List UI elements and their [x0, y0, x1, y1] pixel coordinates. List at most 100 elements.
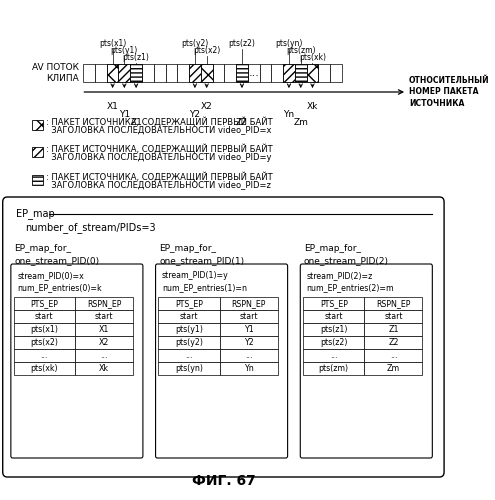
- Text: RSPN_EP: RSPN_EP: [87, 299, 121, 308]
- Text: Zm: Zm: [294, 118, 308, 127]
- Bar: [158, 336, 220, 349]
- FancyBboxPatch shape: [300, 264, 432, 458]
- Text: pts(zm): pts(zm): [286, 46, 315, 55]
- Text: ЗАГОЛОВКА ПОСЛЕДОВАТЕЛЬНОСТИ video_PID=z: ЗАГОЛОВКА ПОСЛЕДОВАТЕЛЬНОСТИ video_PID=z: [46, 180, 271, 190]
- Text: AV ПОТОК
КЛИПА: AV ПОТОК КЛИПА: [32, 62, 79, 84]
- Bar: [13, 336, 75, 349]
- Bar: [75, 336, 133, 349]
- Bar: [177, 64, 189, 82]
- Bar: [118, 64, 130, 82]
- Bar: [283, 64, 295, 82]
- Bar: [13, 323, 75, 336]
- Bar: [271, 64, 283, 82]
- Text: pts(y1): pts(y1): [175, 325, 203, 334]
- Text: Yn: Yn: [244, 364, 253, 373]
- Text: EP_map: EP_map: [16, 208, 55, 220]
- Text: PTS_EP: PTS_EP: [175, 299, 203, 308]
- Text: EP_map_for_
one_stream_PID(1): EP_map_for_ one_stream_PID(1): [159, 244, 245, 265]
- Text: pts(x1): pts(x1): [99, 39, 126, 48]
- Bar: [220, 297, 278, 310]
- Bar: [306, 64, 318, 82]
- Text: Y1: Y1: [244, 325, 253, 334]
- Text: pts(yn): pts(yn): [275, 39, 302, 48]
- Text: Z1: Z1: [130, 118, 142, 127]
- Bar: [303, 297, 364, 310]
- Bar: [158, 323, 220, 336]
- Text: PTS_EP: PTS_EP: [320, 299, 347, 308]
- Text: EP_map_for_
one_stream_PID(2): EP_map_for_ one_stream_PID(2): [304, 244, 389, 265]
- Text: pts(z1): pts(z1): [123, 53, 149, 62]
- FancyBboxPatch shape: [2, 197, 444, 477]
- Text: pts(yn): pts(yn): [175, 364, 203, 373]
- Bar: [130, 64, 142, 82]
- Bar: [212, 64, 224, 82]
- Bar: [13, 310, 75, 323]
- Text: stream_PID(2)=z: stream_PID(2)=z: [306, 271, 373, 280]
- FancyBboxPatch shape: [11, 264, 143, 458]
- Bar: [295, 64, 306, 82]
- Bar: [32, 175, 44, 185]
- Text: start: start: [240, 312, 258, 321]
- Bar: [158, 297, 220, 310]
- Text: EP_map_for_
one_stream_PID(0): EP_map_for_ one_stream_PID(0): [14, 244, 99, 265]
- Text: Z1: Z1: [388, 325, 398, 334]
- Bar: [107, 64, 118, 82]
- Text: start: start: [95, 312, 113, 321]
- Bar: [154, 64, 165, 82]
- Bar: [32, 147, 44, 157]
- Text: Z2: Z2: [388, 338, 398, 347]
- Text: Xk: Xk: [307, 102, 318, 111]
- Text: start: start: [325, 312, 343, 321]
- Text: ...: ...: [248, 68, 259, 78]
- Text: pts(xk): pts(xk): [31, 364, 58, 373]
- Bar: [32, 120, 44, 130]
- Text: Y1: Y1: [119, 110, 130, 119]
- Bar: [118, 64, 130, 82]
- Text: : ПАКЕТ ИСТОЧНИКА, СОДЕРЖАЩИЙ ПЕРВЫЙ БАЙТ: : ПАКЕТ ИСТОЧНИКА, СОДЕРЖАЩИЙ ПЕРВЫЙ БАЙ…: [46, 117, 273, 127]
- Bar: [295, 64, 306, 82]
- Text: number_of_stream/PIDs=3: number_of_stream/PIDs=3: [25, 222, 156, 234]
- Text: pts(y2): pts(y2): [175, 338, 203, 347]
- Text: start: start: [384, 312, 403, 321]
- Text: X2: X2: [201, 102, 212, 111]
- Text: stream_PID(0)=x: stream_PID(0)=x: [17, 271, 84, 280]
- Text: pts(x1): pts(x1): [30, 325, 58, 334]
- Text: stream_PID(1)=y: stream_PID(1)=y: [162, 271, 229, 280]
- Bar: [158, 362, 220, 375]
- Text: num_EP_entries(1)=n: num_EP_entries(1)=n: [162, 283, 247, 292]
- Bar: [75, 362, 133, 375]
- Bar: [220, 349, 278, 362]
- Text: X2: X2: [99, 338, 109, 347]
- Text: pts(y2): pts(y2): [181, 39, 208, 48]
- Bar: [107, 64, 118, 82]
- Bar: [220, 362, 278, 375]
- Text: ...: ...: [330, 351, 338, 360]
- Text: start: start: [180, 312, 198, 321]
- Bar: [142, 64, 154, 82]
- Bar: [165, 64, 177, 82]
- Bar: [306, 64, 318, 82]
- Bar: [75, 297, 133, 310]
- Text: pts(x2): pts(x2): [193, 46, 220, 55]
- Bar: [364, 349, 422, 362]
- Bar: [83, 64, 95, 82]
- Text: Xk: Xk: [99, 364, 109, 373]
- Bar: [75, 310, 133, 323]
- Bar: [220, 323, 278, 336]
- Text: : ПАКЕТ ИСТОЧНИКА, СОДЕРЖАЩИЙ ПЕРВЫЙ БАЙТ: : ПАКЕТ ИСТОЧНИКА, СОДЕРЖАЩИЙ ПЕРВЫЙ БАЙ…: [46, 172, 273, 182]
- Bar: [13, 362, 75, 375]
- Bar: [236, 64, 248, 82]
- Bar: [259, 64, 271, 82]
- Text: num_EP_entries(0)=k: num_EP_entries(0)=k: [17, 283, 102, 292]
- Text: pts(z1): pts(z1): [320, 325, 347, 334]
- Bar: [303, 362, 364, 375]
- Bar: [13, 349, 75, 362]
- Bar: [364, 336, 422, 349]
- Bar: [158, 349, 220, 362]
- Bar: [364, 323, 422, 336]
- Text: pts(zm): pts(zm): [319, 364, 349, 373]
- Bar: [330, 64, 342, 82]
- Bar: [201, 64, 212, 82]
- Text: X1: X1: [99, 325, 109, 334]
- Text: pts(xk): pts(xk): [299, 53, 326, 62]
